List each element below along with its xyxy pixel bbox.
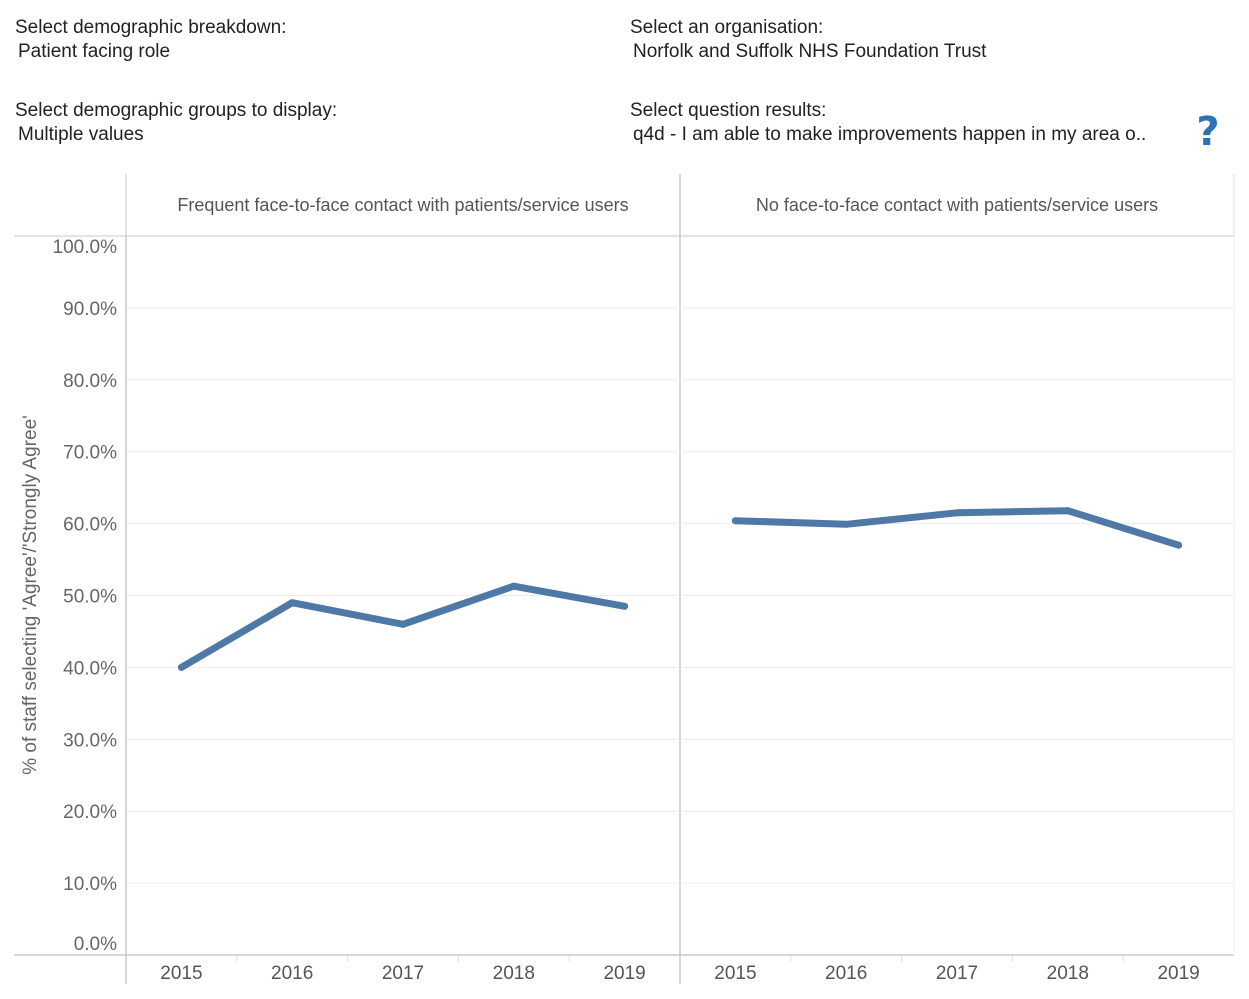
breakdown-filter[interactable]: Select demographic breakdown: Patient fa…: [15, 16, 286, 64]
x-tick-label: 2019: [603, 963, 645, 984]
x-tick-label: 2016: [825, 963, 867, 984]
y-tick-label: 50.0%: [63, 587, 117, 608]
organisation-filter[interactable]: Select an organisation: Norfolk and Suff…: [630, 16, 986, 64]
y-tick-label: 70.0%: [63, 443, 117, 464]
data-point: [953, 509, 961, 517]
breakdown-filter-label: Select demographic breakdown:: [15, 17, 287, 38]
question-filter[interactable]: Select question results: q4d - I am able…: [630, 99, 1146, 147]
groups-filter[interactable]: Select demographic groups to display: Mu…: [15, 99, 337, 147]
data-point: [510, 582, 518, 590]
y-tick-label: 10.0%: [63, 874, 117, 895]
data-point: [399, 620, 407, 628]
question-filter-value[interactable]: q4d - I am able to make improvements hap…: [633, 124, 1147, 145]
y-tick-label: 90.0%: [63, 299, 117, 320]
data-point: [1175, 541, 1183, 549]
breakdown-filter-value[interactable]: Patient facing role: [18, 41, 171, 62]
data-point: [1064, 507, 1072, 515]
y-tick-label: 60.0%: [63, 515, 117, 536]
y-tick-label: 80.0%: [63, 371, 117, 392]
y-tick-label: 20.0%: [63, 802, 117, 823]
data-point: [177, 663, 185, 671]
data-point: [288, 599, 296, 607]
organisation-filter-label: Select an organisation:: [630, 17, 824, 38]
question-mark-icon[interactable]: ?: [1196, 109, 1220, 155]
x-tick-label: 2015: [160, 963, 202, 984]
data-point: [731, 517, 739, 525]
y-tick-label: 100.0%: [53, 237, 118, 258]
y-axis-title: % of staff selecting 'Agree'/'Strongly A…: [20, 415, 41, 775]
y-tick-label: 40.0%: [63, 658, 117, 679]
panel-title: Frequent face-to-face contact with patie…: [177, 195, 628, 215]
data-point: [842, 520, 850, 528]
x-tick-label: 2017: [936, 963, 978, 984]
x-tick-label: 2019: [1157, 963, 1199, 984]
groups-filter-value[interactable]: Multiple values: [18, 124, 144, 145]
groups-filter-label: Select demographic groups to display:: [15, 100, 338, 121]
question-filter-label: Select question results:: [630, 100, 827, 121]
panel-title: No face-to-face contact with patients/se…: [756, 195, 1158, 215]
y-tick-label: 30.0%: [63, 730, 117, 751]
x-tick-label: 2017: [382, 963, 424, 984]
x-tick-label: 2018: [1047, 963, 1089, 984]
x-tick-label: 2015: [714, 963, 756, 984]
organisation-filter-value[interactable]: Norfolk and Suffolk NHS Foundation Trust: [633, 41, 987, 62]
x-tick-label: 2018: [493, 963, 535, 984]
x-tick-label: 2016: [271, 963, 313, 984]
data-point: [621, 602, 629, 610]
y-tick-label: 0.0%: [74, 934, 117, 955]
